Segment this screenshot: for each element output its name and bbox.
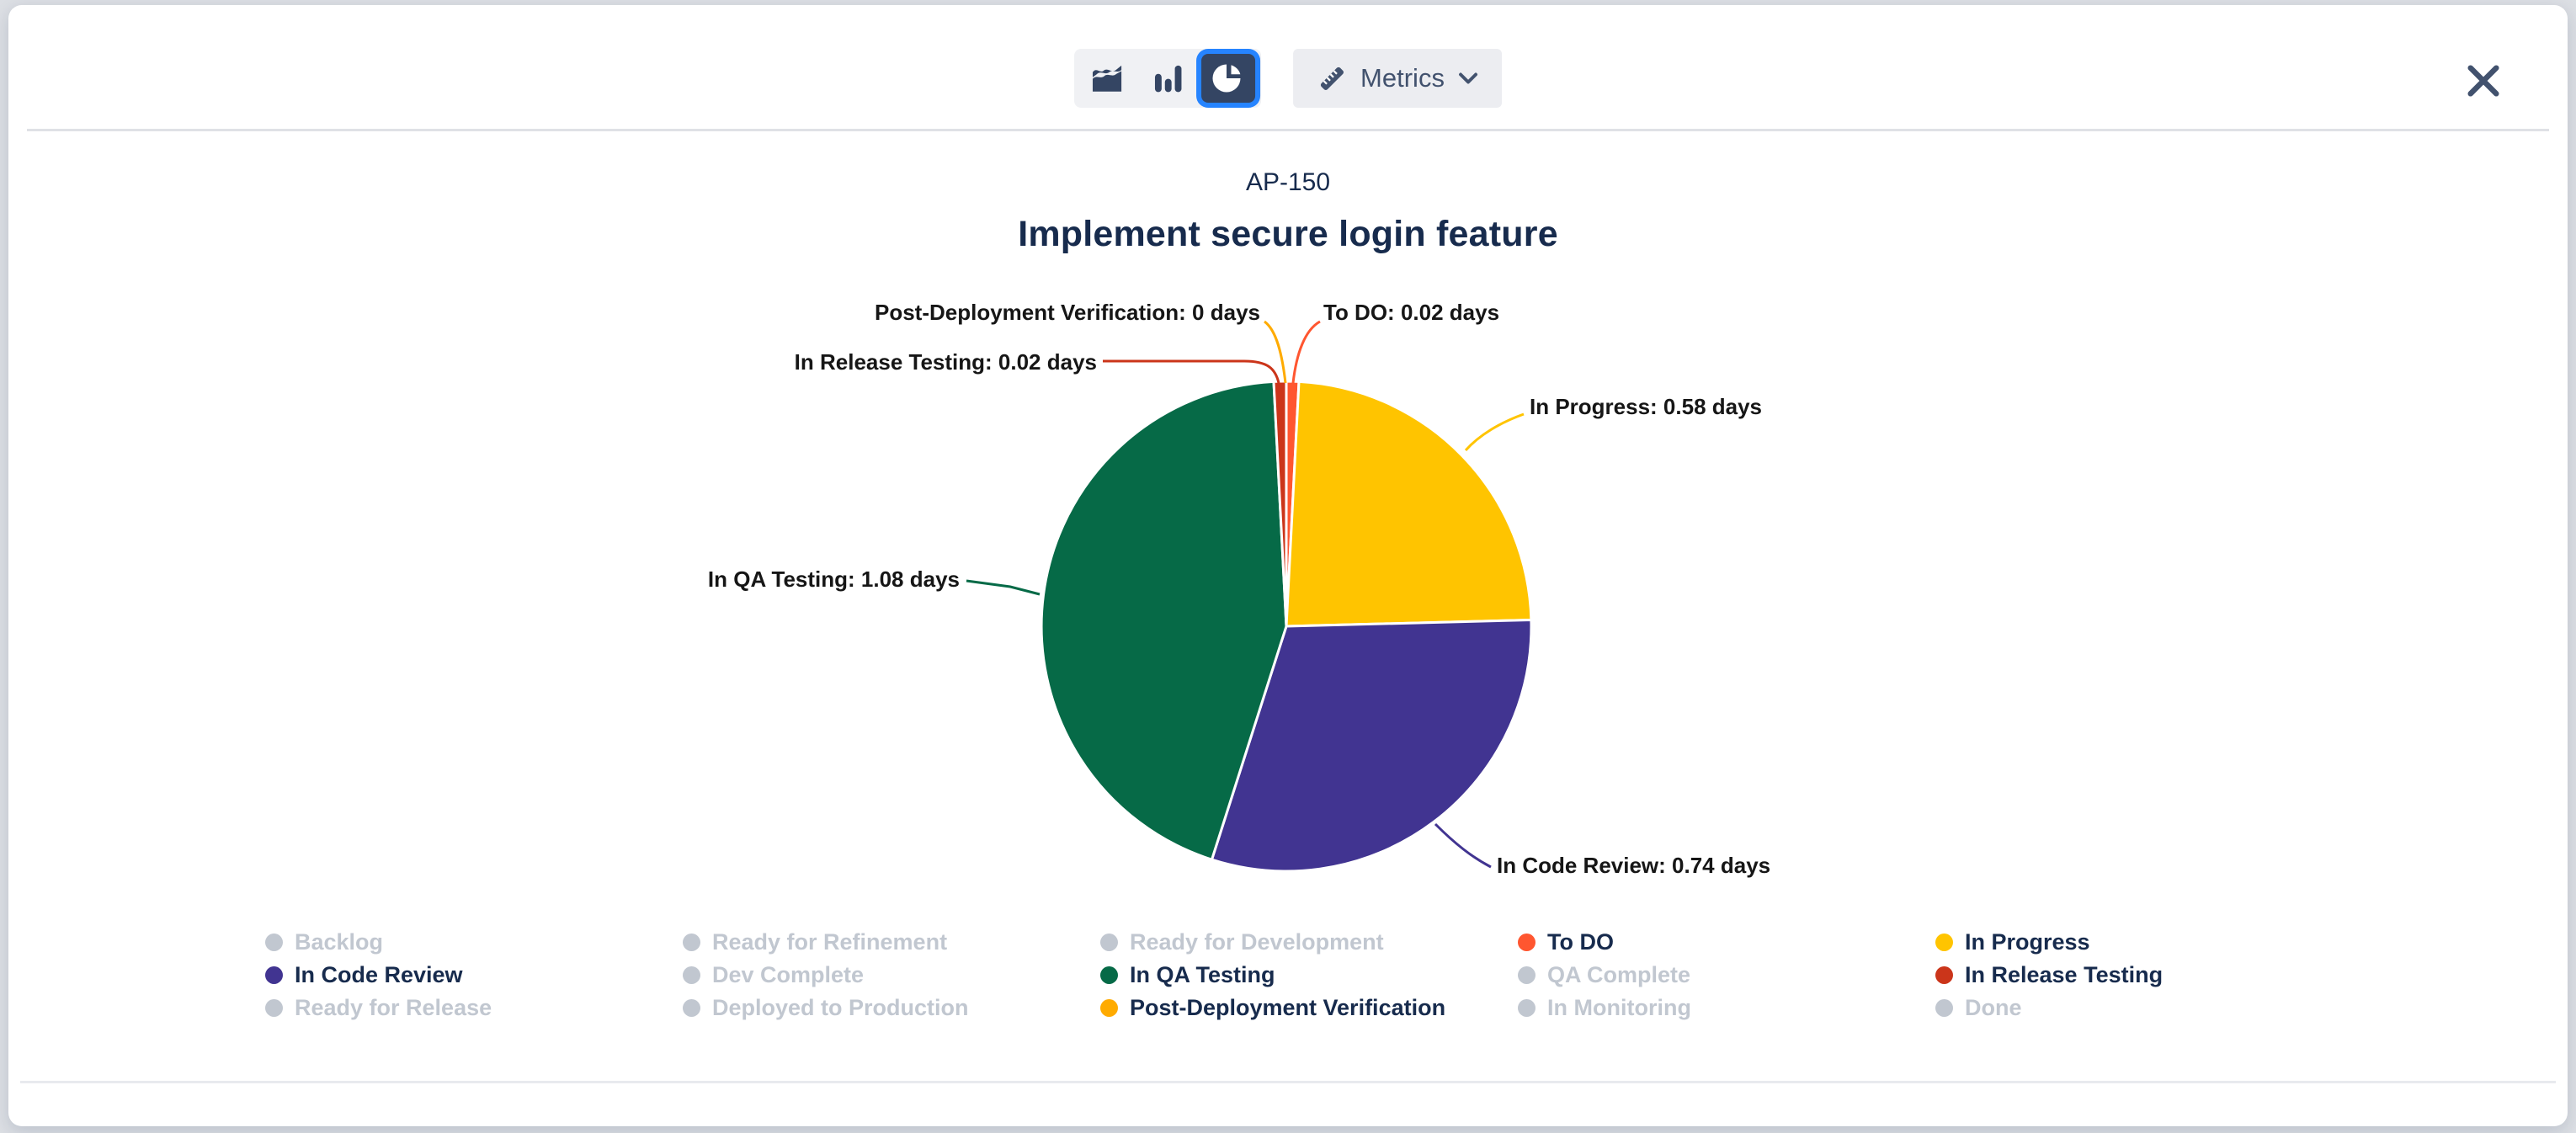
legend-dot-in-monitoring [1518, 999, 1535, 1017]
legend-dot-post-deployment-verification [1100, 999, 1118, 1017]
legend-dot-in-code-review [265, 966, 283, 984]
legend-item-post-deployment-verification[interactable]: Post-Deployment Verification [1100, 997, 1518, 1019]
legend-dot-to-do [1518, 934, 1535, 951]
header-divider [27, 129, 2549, 131]
legend-item-in-code-review[interactable]: In Code Review [265, 964, 683, 987]
metrics-label: Metrics [1360, 63, 1445, 93]
legend-label: To DO [1547, 929, 1614, 955]
legend-label: Ready for Development [1130, 929, 1384, 955]
area-chart-button[interactable] [1080, 54, 1134, 103]
pie-slice-in-code-review[interactable] [1211, 619, 1533, 873]
legend-item-dev-complete[interactable]: Dev Complete [683, 964, 1100, 987]
close-icon [2467, 65, 2499, 97]
legend-dot-backlog [265, 934, 283, 951]
chevron-down-icon [1458, 72, 1477, 84]
legend-item-deployed-to-production[interactable]: Deployed to Production [683, 997, 1100, 1019]
legend-item-in-monitoring[interactable]: In Monitoring [1518, 997, 1935, 1019]
close-button[interactable] [2462, 59, 2505, 103]
label-connector-in-qa-testing [966, 579, 1041, 596]
label-connector-to-do [1291, 320, 1321, 384]
legend-dot-ready-for-development [1100, 934, 1118, 951]
legend-item-ready-for-release[interactable]: Ready for Release [265, 997, 683, 1019]
legend-dot-done [1935, 999, 1953, 1017]
legend-dot-qa-complete [1518, 966, 1535, 984]
legend-item-done[interactable]: Done [1935, 997, 2353, 1019]
legend-label: In Progress [1965, 929, 2090, 955]
legend-item-ready-for-development[interactable]: Ready for Development [1100, 931, 1518, 954]
legend-item-in-release-testing[interactable]: In Release Testing [1935, 964, 2353, 987]
legend-label: In QA Testing [1130, 962, 1275, 987]
legend-dot-ready-for-refinement [683, 934, 700, 951]
label-connector-in-release-testing [1103, 359, 1280, 384]
legend-label: In Release Testing [1965, 962, 2164, 987]
footer-divider [20, 1081, 2556, 1083]
pie-label-in-release-testing: In Release Testing: 0.02 days [794, 349, 1097, 375]
legend-dot-in-release-testing [1935, 966, 1953, 984]
bar-chart-icon [1154, 65, 1182, 93]
pie-slice-in-progress[interactable] [1285, 380, 1533, 628]
label-connector-post-deployment-verification [1264, 320, 1287, 384]
chart-legend: Backlog Ready for Refinement Ready for Dev… [265, 926, 2353, 1024]
legend-item-to-do[interactable]: To DO [1518, 931, 1935, 954]
legend-label: Ready for Release [295, 995, 492, 1020]
metrics-dropdown-button[interactable]: Metrics [1293, 49, 1502, 108]
legend-label: Backlog [295, 929, 384, 955]
chart-toolbar: Metrics [1074, 49, 1502, 108]
legend-label: In Monitoring [1547, 995, 1691, 1020]
legend-dot-dev-complete [683, 966, 700, 984]
legend-label: Dev Complete [712, 962, 865, 987]
legend-label: Post-Deployment Verification [1130, 995, 1446, 1020]
legend-label: Done [1965, 995, 2022, 1020]
pie-label-in-qa-testing: In QA Testing: 1.08 days [707, 566, 960, 592]
ruler-icon [1320, 66, 1344, 90]
legend-label: QA Complete [1547, 962, 1691, 987]
pie-label-in-progress: In Progress: 0.58 days [1530, 394, 1763, 419]
pie-slice-in-qa-testing[interactable] [1040, 380, 1288, 861]
legend-label: Deployed to Production [712, 995, 969, 1020]
pie-chart-button[interactable] [1201, 54, 1256, 103]
pie-label-in-code-review: In Code Review: 0.74 days [1497, 853, 1771, 878]
chart-type-switcher [1074, 49, 1262, 108]
legend-item-in-qa-testing[interactable]: In QA Testing [1100, 964, 1518, 987]
pie-chart-icon [1212, 64, 1241, 93]
legend-label: Ready for Refinement [712, 929, 948, 955]
issue-key: AP-150 [1245, 168, 1331, 196]
pie-label-to-do: To DO: 0.02 days [1323, 300, 1500, 325]
label-connector-in-code-review [1434, 822, 1492, 869]
legend-dot-in-qa-testing [1100, 966, 1118, 984]
legend-item-backlog[interactable]: Backlog [265, 931, 683, 954]
bar-chart-button[interactable] [1141, 54, 1195, 103]
pie-label-post-deployment-verification: Post-Deployment Verification: 0 days [874, 300, 1260, 325]
chart-title: Implement secure login feature [1018, 214, 1558, 254]
legend-item-ready-for-refinement[interactable]: Ready for Refinement [683, 931, 1100, 954]
legend-dot-ready-for-release [265, 999, 283, 1017]
label-connector-in-progress [1464, 412, 1525, 451]
chart-dialog: Metrics AP-150 Implement secure login fe… [8, 5, 2568, 1126]
area-chart-icon [1092, 65, 1122, 92]
legend-item-qa-complete[interactable]: QA Complete [1518, 964, 1935, 987]
legend-item-in-progress[interactable]: In Progress [1935, 931, 2353, 954]
legend-label: In Code Review [295, 962, 463, 987]
legend-dot-in-progress [1935, 934, 1953, 951]
legend-dot-deployed-to-production [683, 999, 700, 1017]
